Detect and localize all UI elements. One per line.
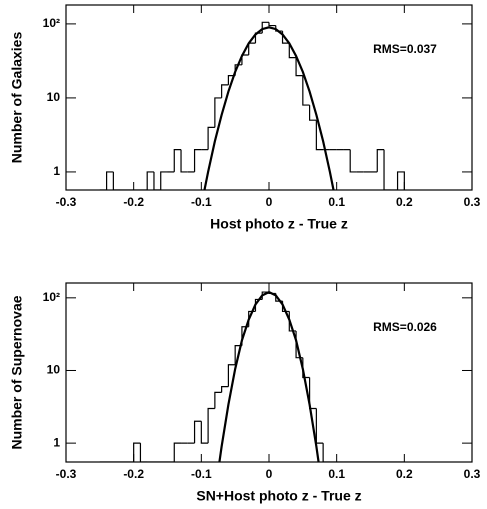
histogram-bin: [207, 126, 215, 150]
x-tick-label: 0: [266, 467, 273, 481]
histogram-bin: [383, 149, 391, 190]
histogram-bin: [221, 386, 229, 393]
histogram-bin: [349, 149, 357, 173]
axes-frame: [65, 4, 473, 191]
histogram-bin: [309, 377, 317, 410]
histogram-bin: [396, 171, 405, 190]
histogram-bin: [153, 171, 161, 190]
histogram-bin: [160, 171, 168, 190]
histogram-bin: [288, 43, 297, 59]
x-tick-label: 0.1: [328, 467, 345, 481]
histogram-bin: [302, 75, 310, 106]
histogram-bin: [376, 149, 385, 172]
fit-curve: [203, 26, 335, 190]
axes-frame: [65, 282, 473, 463]
histogram-bin: [241, 54, 249, 65]
plot-area: [99, 21, 405, 190]
y-axis-label: Number of Galaxies: [9, 32, 25, 164]
histogram-bin: [146, 171, 154, 190]
histogram-bin: [193, 149, 202, 172]
x-tick-label: -0.2: [123, 195, 144, 209]
histogram-bin: [227, 364, 236, 387]
y-tick-label: 10: [47, 90, 61, 104]
histogram-bin: [295, 57, 303, 77]
histogram-bin: [221, 84, 229, 98]
histogram-bin: [173, 149, 182, 172]
histogram-bin: [275, 25, 283, 32]
histogram-bin: [322, 443, 330, 462]
histogram-bin: [207, 407, 215, 444]
histogram-bin: [106, 171, 114, 190]
y-tick-label: 10: [47, 363, 61, 377]
histogram-bin: [180, 149, 188, 173]
annotation: RMS=0.026: [373, 320, 437, 334]
y-axis-label: Number of Supernovae: [9, 295, 25, 449]
histogram-bin: [315, 408, 324, 444]
x-tick-label: -0.3: [56, 467, 77, 481]
x-tick-label: 0: [266, 195, 273, 209]
x-tick-label: 0.1: [328, 195, 345, 209]
histogram-bin: [248, 42, 256, 55]
histogram-bin: [268, 22, 276, 27]
x-tick-label: -0.1: [191, 195, 212, 209]
x-tick-label: 0.3: [464, 195, 481, 209]
histogram-bin: [193, 420, 202, 444]
plot-area: [99, 290, 405, 462]
histogram-bin: [200, 421, 209, 444]
histogram-bin: [309, 105, 317, 121]
histogram-bin: [139, 443, 148, 462]
histogram-bin: [133, 442, 141, 462]
annotation: RMS=0.037: [373, 42, 437, 56]
x-tick-label: -0.3: [56, 195, 77, 209]
histogram-bin: [214, 391, 222, 409]
histogram-bin: [214, 97, 222, 128]
y-tick-label: 10²: [43, 290, 60, 304]
x-axis-label: Host photo z - True z: [210, 216, 348, 232]
x-tick-label: 0.2: [396, 467, 413, 481]
x-tick-label: 0.2: [396, 195, 413, 209]
histogram-bin: [112, 171, 121, 190]
histogram-bin: [315, 120, 324, 151]
y-tick-label: 10²: [43, 16, 60, 30]
y-tick-label: 1: [53, 435, 60, 449]
x-tick-label: -0.1: [191, 467, 212, 481]
histogram-bin: [173, 442, 182, 462]
x-tick-label: 0.3: [464, 467, 481, 481]
x-axis-label: SN+Host photo z - True z: [196, 488, 361, 504]
x-tick-label: -0.2: [123, 467, 144, 481]
fit-curve: [218, 290, 320, 462]
y-tick-label: 1: [53, 164, 60, 178]
